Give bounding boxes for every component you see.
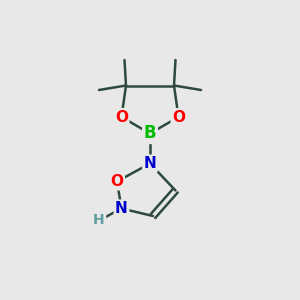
Text: N: N xyxy=(144,156,156,171)
Text: O: O xyxy=(172,110,185,124)
Text: N: N xyxy=(115,201,128,216)
Text: O: O xyxy=(115,110,128,124)
Text: B: B xyxy=(144,124,156,142)
Text: H: H xyxy=(93,214,105,227)
Text: O: O xyxy=(110,174,124,189)
